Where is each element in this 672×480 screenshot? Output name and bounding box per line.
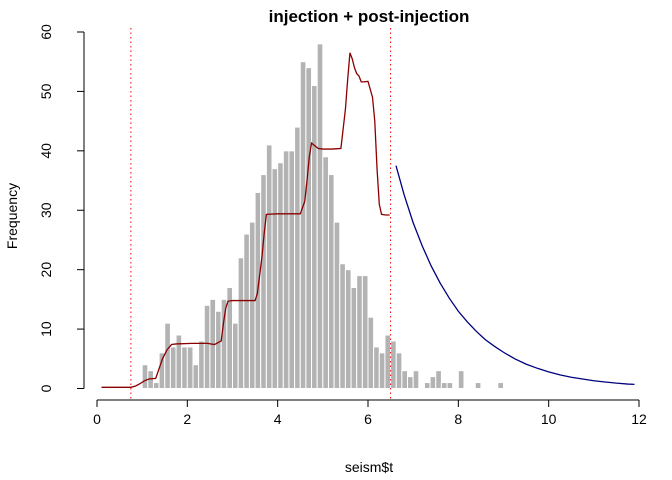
x-tick-label: 4: [274, 411, 282, 427]
chart-title: injection + post-injection: [269, 7, 470, 26]
x-tick-label: 8: [454, 411, 462, 427]
histogram-bar: [435, 370, 442, 389]
x-tick-label: 12: [631, 411, 647, 427]
histogram-bar: [305, 67, 313, 390]
histogram-bar: [265, 144, 273, 389]
histogram-bar: [390, 340, 397, 390]
histogram-bar: [378, 352, 386, 390]
histogram-bar: [237, 257, 245, 389]
histogram-bar: [277, 162, 284, 389]
y-tick-label: 10: [38, 321, 54, 337]
histogram-bar: [367, 316, 375, 390]
histogram-bar: [294, 126, 301, 389]
histogram-bar: [243, 233, 250, 389]
histogram-bar: [457, 370, 465, 389]
histogram-bar: [497, 382, 504, 389]
histogram-bar: [401, 370, 409, 389]
histogram-bar: [248, 221, 256, 389]
histogram-bar: [181, 346, 188, 389]
fit-line: [101, 52, 390, 388]
y-tick-label: 30: [38, 202, 54, 218]
histogram-bar: [407, 376, 414, 390]
histogram-bar: [271, 168, 279, 389]
decay-curve-group: [395, 165, 635, 385]
histogram-bar: [429, 376, 437, 390]
histogram-bar: [350, 286, 358, 389]
x-axis: 0 2 4 6 8 10 12: [93, 399, 647, 427]
x-tick-label: 0: [93, 411, 101, 427]
histogram-bar: [232, 322, 239, 389]
fit-line-group: [101, 52, 390, 388]
y-tick-label: 50: [38, 83, 54, 99]
histogram-bar: [373, 346, 380, 389]
histogram-bar: [299, 61, 307, 389]
histogram-bar: [316, 43, 324, 390]
histogram-bar: [215, 310, 222, 389]
decay-curve: [395, 165, 635, 385]
y-tick-label: 60: [38, 24, 54, 40]
histogram-bar: [344, 269, 352, 389]
x-axis-label: seism$t: [345, 459, 393, 475]
histogram-bar: [440, 382, 448, 389]
histogram-bar: [412, 370, 420, 389]
y-tick-label: 40: [38, 143, 54, 159]
y-tick-label: 0: [38, 384, 54, 392]
histogram-bar: [327, 174, 335, 389]
histogram-bar: [169, 346, 177, 389]
histogram-bar: [152, 382, 160, 389]
x-tick-label: 6: [364, 411, 372, 427]
histogram-bar: [186, 346, 194, 389]
histogram-bar: [288, 150, 296, 389]
histogram-bar: [339, 263, 346, 390]
histogram-bar: [311, 84, 318, 389]
histogram-bar: [395, 352, 403, 390]
histogram-bar: [446, 382, 454, 389]
histogram-bar: [141, 364, 149, 390]
histogram-bar: [198, 340, 205, 390]
histogram-bar: [192, 364, 200, 390]
histogram-bar: [220, 298, 228, 389]
x-tick-label: 2: [183, 411, 191, 427]
histogram-bars: [141, 43, 504, 390]
histogram-bar: [322, 156, 329, 389]
histogram-bar: [175, 334, 183, 389]
x-tick-label: 10: [541, 411, 557, 427]
y-axis-label: Frequency: [4, 183, 20, 249]
histogram-bar: [333, 221, 341, 389]
histogram-bar: [423, 382, 431, 389]
histogram-bar: [282, 150, 290, 389]
histogram-bar: [361, 275, 369, 390]
histogram-bar: [164, 322, 171, 389]
histogram-bar: [158, 352, 166, 390]
histogram-bar: [384, 334, 392, 389]
histogram-bar: [474, 382, 482, 389]
y-tick-label: 20: [38, 262, 54, 278]
threshold-lines: [130, 28, 392, 400]
histogram-bar: [356, 275, 363, 390]
histogram-bar: [203, 304, 211, 390]
y-axis: 0 10 20 30 40 50 60: [38, 24, 85, 392]
histogram-bar: [260, 174, 267, 389]
